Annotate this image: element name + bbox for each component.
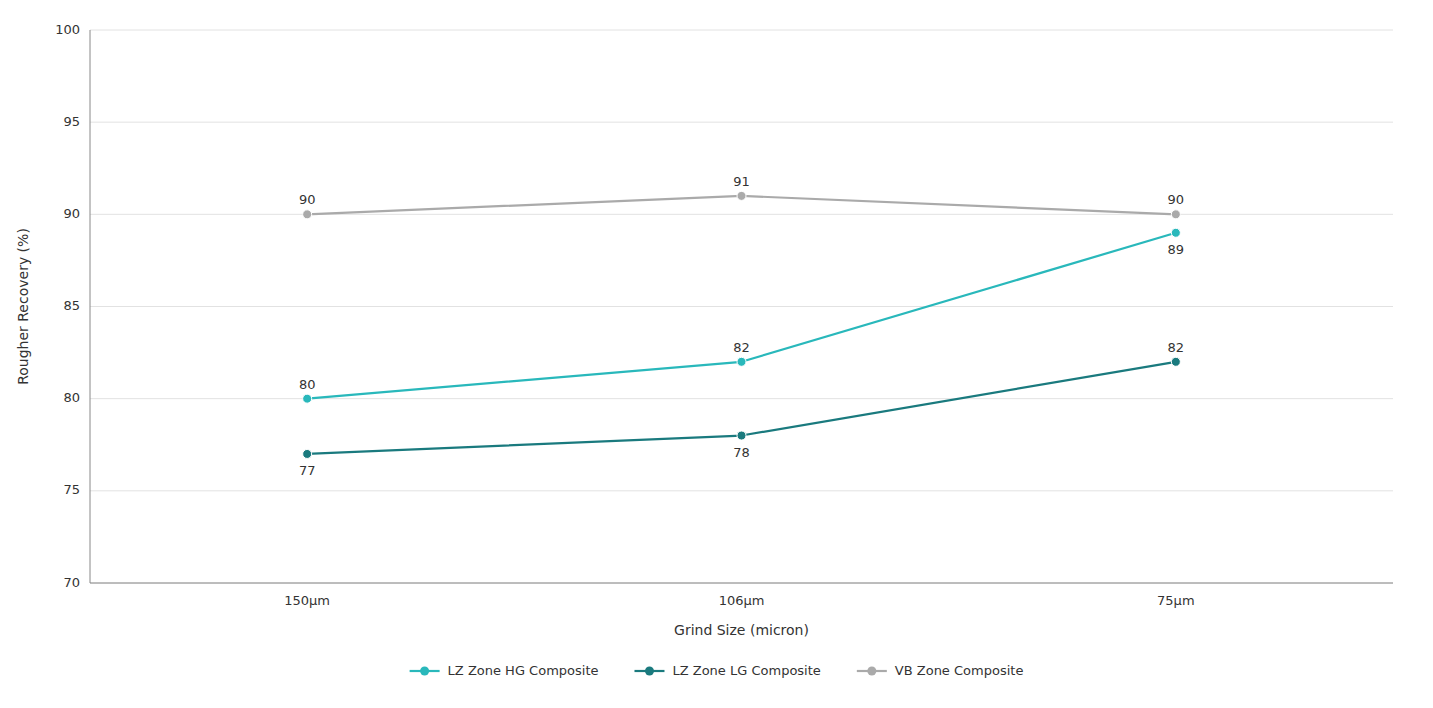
data-labels: 80 82 89 77 78 82 90 91 90 — [299, 174, 1184, 478]
y-tick-label: 75 — [63, 482, 80, 497]
legend-item: LZ Zone HG Composite — [410, 663, 599, 678]
data-label: 90 — [1168, 192, 1185, 207]
legend-swatch-marker — [420, 667, 429, 676]
legend: LZ Zone HG Composite LZ Zone LG Composite… — [410, 663, 1024, 678]
series-marker — [303, 449, 312, 458]
series-marker — [737, 191, 746, 200]
marks — [303, 191, 1181, 458]
y-tick-label: 80 — [63, 390, 80, 405]
data-label: 82 — [733, 340, 750, 355]
y-tick-label: 100 — [55, 22, 80, 37]
x-axis-line — [90, 583, 1393, 584]
series-line — [307, 362, 1176, 454]
data-label: 89 — [1168, 242, 1185, 257]
x-tick-label: 75μm — [1157, 593, 1194, 608]
y-tick-label: 95 — [63, 114, 80, 129]
series-marker — [1171, 357, 1180, 366]
legend-swatch-marker — [867, 667, 876, 676]
grid-line — [90, 214, 1393, 215]
grid-line — [90, 306, 1393, 307]
y-tick-label: 70 — [63, 575, 80, 590]
legend-label: VB Zone Composite — [895, 663, 1024, 678]
data-label: 90 — [299, 192, 316, 207]
grid-line — [90, 583, 1393, 584]
series-marker — [1171, 228, 1180, 237]
data-label: 82 — [1168, 340, 1185, 355]
legend-item: LZ Zone LG Composite — [634, 663, 820, 678]
grid-line — [90, 490, 1393, 491]
series-marker — [1171, 210, 1180, 219]
grid-line — [90, 30, 1393, 31]
series-line — [307, 233, 1176, 399]
y-tick-label: 85 — [63, 298, 80, 313]
series-marker — [303, 394, 312, 403]
x-tick-label: 150μm — [284, 593, 330, 608]
legend-swatch-marker — [645, 667, 654, 676]
x-tick-label: 106μm — [719, 593, 765, 608]
data-label: 77 — [299, 463, 316, 478]
grid — [90, 30, 1393, 583]
legend-item: VB Zone Composite — [857, 663, 1024, 678]
legend-label: LZ Zone LG Composite — [672, 663, 820, 678]
x-axis-title: Grind Size (micron) — [674, 622, 809, 638]
data-label: 91 — [733, 174, 750, 189]
data-label: 78 — [733, 445, 750, 460]
grid-line — [90, 122, 1393, 123]
data-label: 80 — [299, 377, 316, 392]
series-marker — [303, 210, 312, 219]
y-axis-line — [90, 30, 91, 583]
y-axis-title: Rougher Recovery (%) — [15, 228, 31, 385]
series-marker — [737, 357, 746, 366]
y-tick-label: 90 — [63, 206, 80, 221]
legend-label: LZ Zone HG Composite — [448, 663, 599, 678]
series-marker — [737, 431, 746, 440]
grid-line — [90, 398, 1393, 399]
chart: 70 75 80 85 90 95 100 150μm 106μm 75μm Grind Size … — [0, 0, 1433, 708]
